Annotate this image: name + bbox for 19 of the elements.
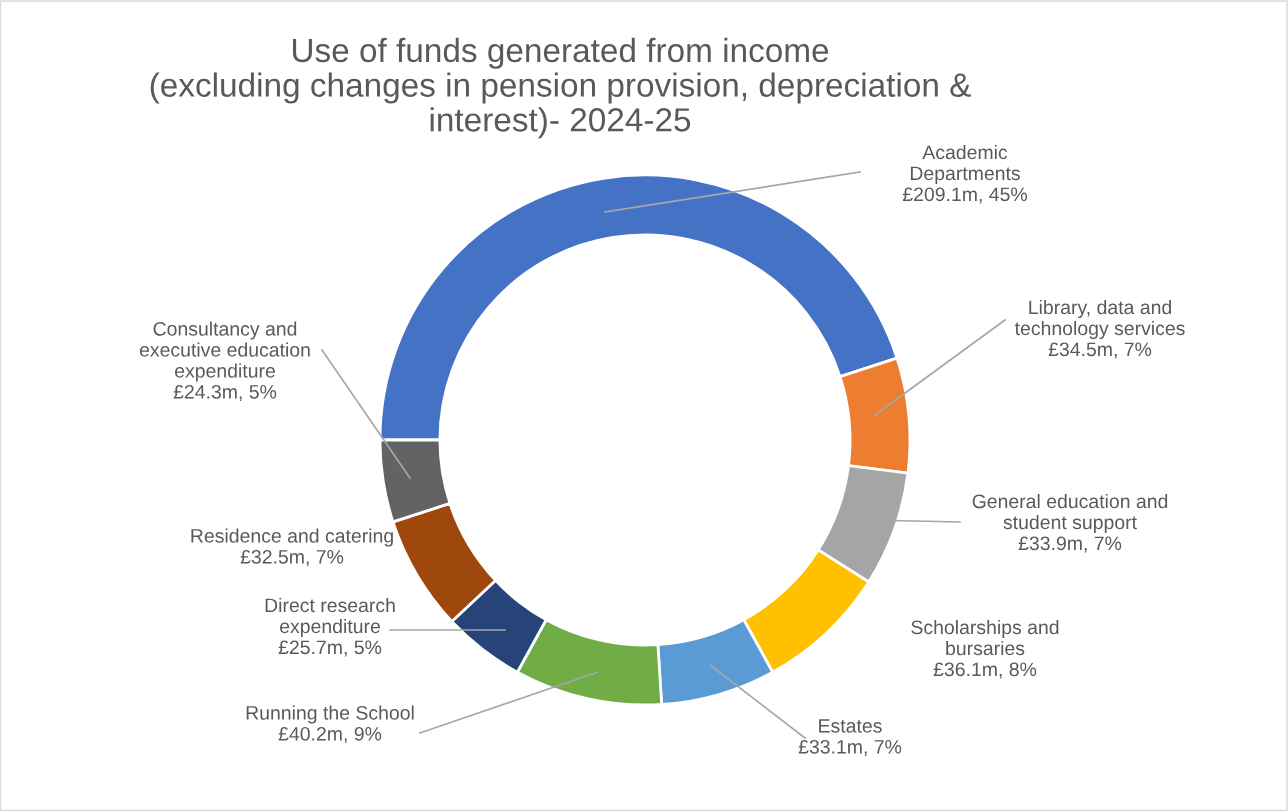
slice-label: Direct research expenditure	[265, 597, 395, 638]
data-label: £209.1m, 45%	[902, 187, 1028, 204]
data-label: £32.5m, 7%	[240, 549, 344, 567]
data-label: £40.2m, 9%	[278, 726, 382, 744]
data-label: £25.7m, 5%	[278, 640, 382, 657]
data-label: £34.5m, 7%	[1048, 342, 1152, 359]
slice-label: Consultancy and executive education expenditure	[139, 321, 310, 382]
slice-label: Academic Departments	[910, 144, 1020, 185]
data-label: £24.3m, 5%	[173, 384, 277, 402]
slice-label: Scholarships and bursaries	[911, 619, 1059, 656]
data-label: £33.1m, 7%	[798, 739, 902, 757]
data-label: £33.9m, 7%	[1018, 536, 1122, 553]
slice-label: Residence and catering	[191, 528, 393, 547]
slice-label: Library, data and technology services	[1014, 299, 1185, 340]
chart-title: Use of funds generated from income (excluding changes in pension provision, depreciation & interest)- 2024-25	[150, 37, 971, 139]
slice-label: Estates	[819, 719, 882, 733]
data-label: £36.1m, 8%	[933, 662, 1037, 679]
slice-label: Running the School	[246, 705, 414, 724]
slice-label: General education and student support	[972, 493, 1168, 534]
